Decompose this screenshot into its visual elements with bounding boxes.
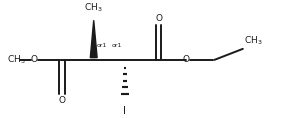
Text: CH$_3$: CH$_3$	[244, 34, 263, 47]
Text: O: O	[183, 55, 189, 64]
Text: O: O	[31, 55, 37, 64]
Polygon shape	[90, 20, 97, 58]
Text: O: O	[156, 14, 162, 23]
Text: or1: or1	[112, 43, 122, 48]
Text: CH$_3$: CH$_3$	[7, 54, 26, 66]
Text: CH$_3$: CH$_3$	[84, 1, 103, 14]
Text: or1: or1	[97, 43, 107, 48]
Text: I: I	[124, 106, 126, 116]
Text: O: O	[59, 96, 66, 105]
